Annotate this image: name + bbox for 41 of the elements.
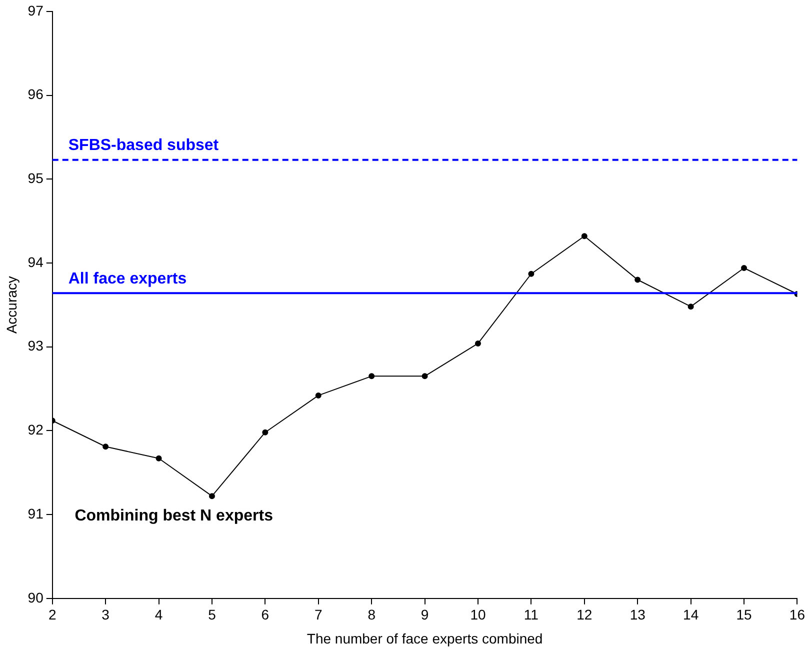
x-tick-label: 5 [208,606,216,623]
point [474,340,481,346]
x-tick-label: 14 [683,606,699,623]
point [741,265,748,272]
y-tick-label: 91 [28,505,44,522]
point [315,392,322,398]
y-tick-label: 90 [28,589,44,606]
y-tick-label: 94 [28,254,44,270]
x-tick-label: 10 [470,606,486,623]
x-tick-label: 13 [630,606,646,623]
point [528,270,534,277]
x-tick-label: 12 [576,606,592,623]
point [156,455,162,462]
x-tick-label: 8 [368,606,376,623]
x-tick-label: 7 [314,606,322,623]
point [368,373,375,380]
x-tick-label: 11 [524,606,539,623]
x-tick-label: 15 [736,606,752,623]
x-tick-label: 16 [789,606,806,623]
point [208,493,215,500]
x-tick-label: 9 [420,606,429,623]
y-tick-label: 95 [28,170,44,186]
point [634,276,641,283]
point [422,373,428,380]
point [688,304,694,310]
point [581,233,588,240]
y-tick-label: 96 [28,86,44,102]
ref-line-label: SFBS-based subset [68,137,220,154]
y-tick-label: 97 [28,2,44,18]
ref-line-label: All face experts [68,270,187,288]
point [262,429,268,436]
x-axis-title: The number of face experts combined [306,630,543,646]
x-tick-label: 4 [154,606,163,623]
y-tick-label: 93 [28,338,44,354]
x-tick-label: 6 [261,606,270,623]
x-tick-label: 2 [48,606,56,623]
y-axis-title: Accuracy [3,276,20,334]
x-tick-label: 3 [102,606,110,623]
y-tick-label: 92 [28,422,44,438]
point [102,444,109,450]
text: Combining best N experts [74,508,274,525]
